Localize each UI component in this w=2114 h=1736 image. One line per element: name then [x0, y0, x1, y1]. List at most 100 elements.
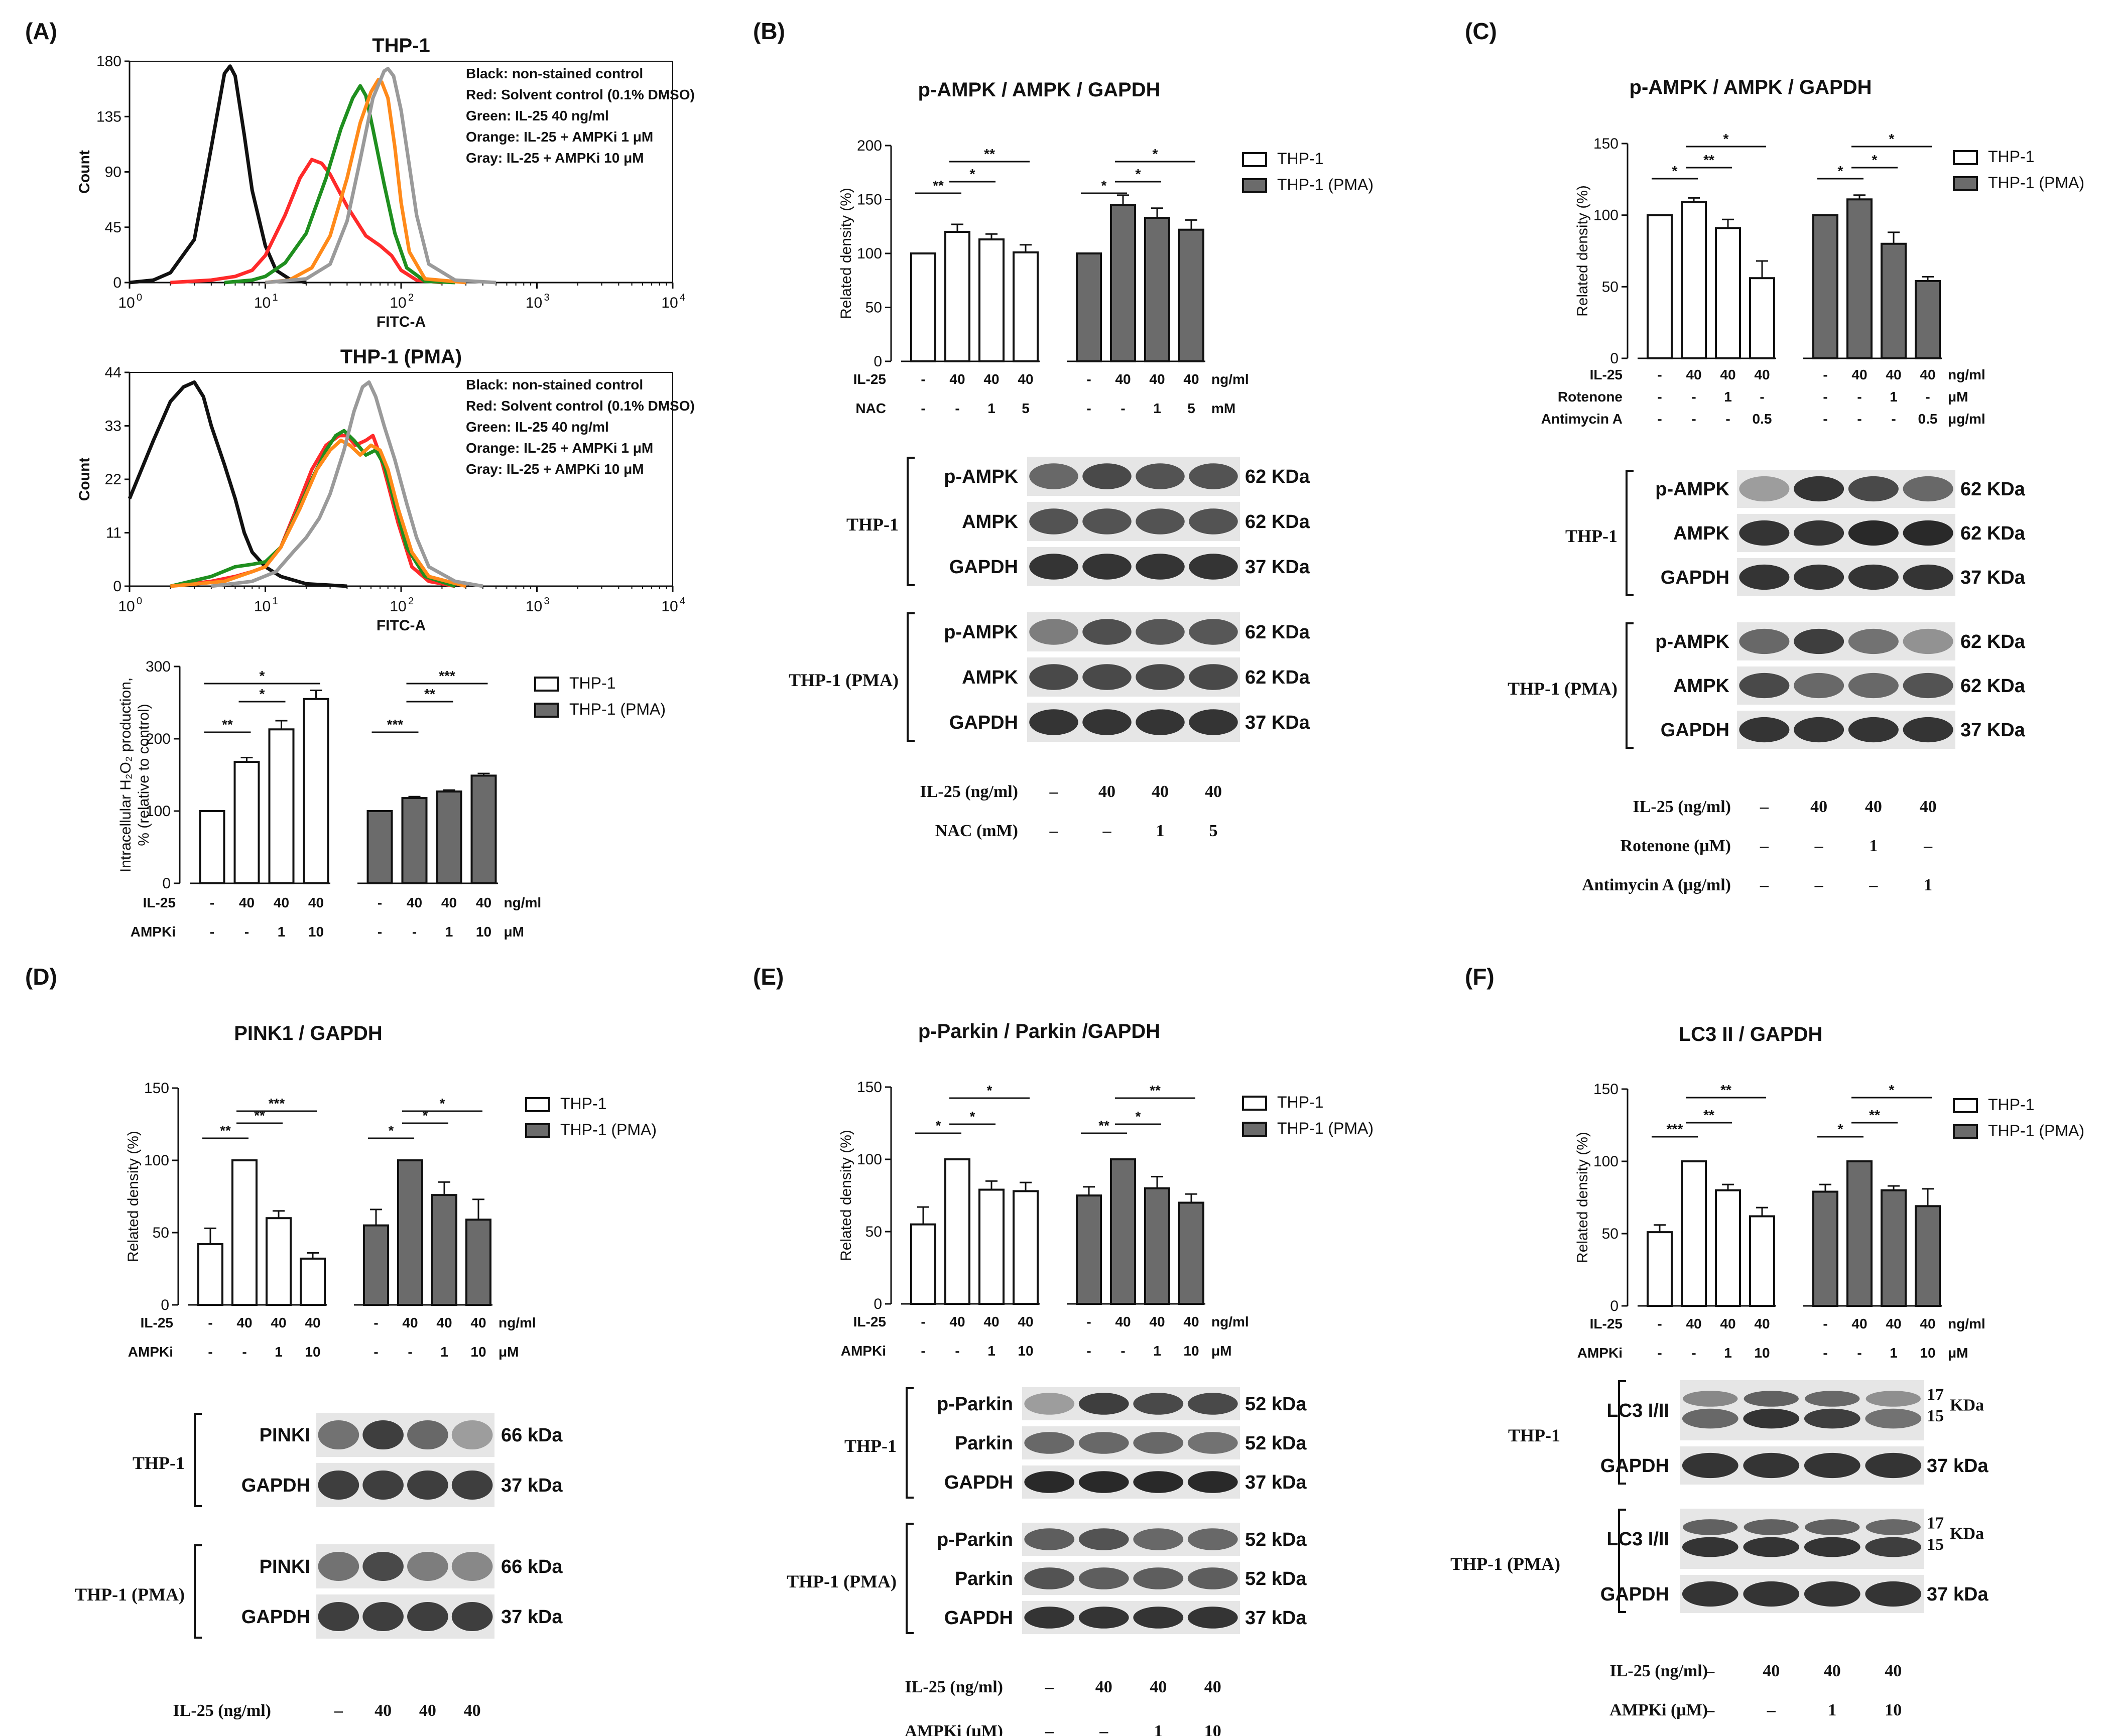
blot-bracket — [906, 1523, 914, 1634]
treatment-value: - — [955, 400, 959, 416]
blot-group-label: THP-1 — [846, 514, 899, 535]
condition-value: – — [1760, 876, 1769, 894]
x-tick-exponent: 4 — [680, 292, 685, 303]
legend-label: THP-1 — [1277, 1093, 1323, 1111]
condition-value: – — [1760, 837, 1769, 855]
blot-band — [1082, 619, 1132, 645]
treatment-value: 40 — [1720, 1316, 1735, 1331]
histogram-gray — [265, 67, 496, 285]
bar-chart-c: p-AMPK / AMPK / GAPDH 0 50 100 150 Related de… — [1541, 76, 2084, 427]
treatment-value: 40 — [1754, 367, 1770, 382]
blot-band — [1739, 717, 1790, 743]
y-tick-label: 100 — [146, 803, 171, 820]
y-tick-label: 33 — [105, 418, 121, 435]
blot-band — [407, 1420, 448, 1450]
blot-row-label: p-AMPK — [1655, 479, 1729, 500]
legend-label: THP-1 — [1988, 148, 2034, 166]
bar-thp1-3 — [1749, 1215, 1775, 1307]
treatment-value: 40 — [1149, 1314, 1165, 1329]
blot-band-lower — [1865, 1537, 1922, 1557]
blot-band — [1082, 709, 1132, 735]
treatment-value: - — [1086, 371, 1091, 387]
treatment-value: 40 — [1018, 371, 1033, 387]
treatment-value: 1 — [987, 1343, 996, 1359]
blot-kda: 62 KDa — [1960, 479, 2026, 500]
y-tick-label: 0 — [1610, 350, 1619, 367]
blot-kda-unit: KDa — [1950, 1396, 1984, 1415]
blot-band — [1029, 508, 1078, 535]
blot-band — [1133, 1432, 1184, 1454]
legend-swatch — [1242, 1096, 1267, 1111]
bar-thp1-pma-0 — [1076, 252, 1102, 362]
condition-value: – — [1099, 1722, 1108, 1736]
y-tick-label: 150 — [1593, 1081, 1619, 1098]
blot-band — [1743, 1581, 1800, 1607]
treatment-value: - — [921, 371, 925, 387]
y-tick-label: 45 — [105, 219, 121, 236]
treatment-unit: μM — [1948, 389, 1968, 405]
blot-group-label: THP-1 — [133, 1453, 185, 1473]
treatment-value: 40 — [1851, 1316, 1867, 1331]
treatment-unit: ng/ml — [499, 1315, 536, 1330]
y-tick-label: 150 — [144, 1080, 169, 1097]
condition-label: IL-25 (ng/ml) — [1633, 797, 1731, 816]
blot-band — [1189, 619, 1238, 645]
y-tick-label: 0 — [874, 353, 882, 370]
legend-label: THP-1 — [560, 1095, 606, 1113]
blot-band — [1739, 673, 1790, 699]
blot-band — [1078, 1607, 1129, 1629]
blot-band — [1024, 1567, 1075, 1589]
treatment-value: 40 — [1920, 1316, 1935, 1331]
blot-band — [362, 1470, 404, 1500]
y-tick-label: 0 — [874, 1296, 882, 1312]
blot-band — [318, 1551, 359, 1581]
treatment-unit: ng/ml — [1948, 1316, 1985, 1331]
treatment-value: 40 — [470, 1315, 486, 1330]
condition-value: – — [1923, 837, 1933, 855]
treatment-value: - — [1823, 1345, 1827, 1361]
x-tick-label: 10 — [254, 598, 271, 615]
significance-star: ** — [1098, 1118, 1109, 1133]
blot-band — [1189, 554, 1238, 580]
blot-kda-top: 17 — [1927, 1514, 1944, 1533]
treatment-label: AMPKi — [1577, 1345, 1623, 1361]
blot-band-lower — [1804, 1537, 1860, 1557]
treatment-unit: μg/ml — [1948, 411, 1985, 427]
blot-band — [1082, 463, 1132, 489]
condition-value: – — [1705, 1701, 1715, 1719]
bar-thp1-1 — [1681, 1160, 1707, 1307]
condition-value: – — [1814, 876, 1824, 894]
treatment-value: 1 — [1724, 389, 1732, 405]
y-tick-label: 300 — [146, 658, 171, 675]
blot-band — [407, 1601, 448, 1632]
x-tick-label: 10 — [390, 598, 406, 615]
treatment-value: 40 — [1686, 1316, 1701, 1331]
histogram-black — [129, 64, 307, 285]
treatment-value: - — [374, 1344, 378, 1360]
bar-thp1-pma-2 — [1881, 242, 1907, 359]
y-tick-label: 135 — [96, 108, 121, 125]
blot-band — [1865, 1581, 1922, 1607]
treatment-value: - — [1725, 411, 1730, 427]
blot-band — [1848, 673, 1899, 699]
significance-star: * — [1838, 163, 1843, 179]
condition-value: 40 — [1095, 1678, 1112, 1696]
y-tick-label: 50 — [865, 300, 882, 316]
y-tick-label: 180 — [96, 53, 121, 70]
condition-label: IL-25 (ng/ml) — [173, 1701, 272, 1720]
bar-chart-h2o2: 0 100 200 300 Intracellular H₂O₂ production,… — [117, 658, 666, 940]
blot-row-label: p-Parkin — [937, 1394, 1013, 1415]
chart-title: p-Parkin / Parkin /GAPDH — [918, 1020, 1160, 1042]
blot-kda: 37 KDa — [1960, 720, 2026, 741]
blot-band — [318, 1601, 359, 1632]
blot-band — [1848, 717, 1899, 743]
treatment-unit: μM — [1948, 1345, 1968, 1361]
treatment-unit: ng/ml — [1948, 367, 1985, 382]
blot-band — [1133, 1528, 1184, 1550]
treatment-value: - — [1823, 1316, 1827, 1331]
condition-value: 10 — [1204, 1722, 1221, 1736]
condition-value: 40 — [1098, 782, 1115, 801]
blot-band-lower — [1682, 1537, 1738, 1557]
panel-label-E: (E) — [753, 964, 784, 990]
legend-label: THP-1 (PMA) — [560, 1121, 657, 1139]
